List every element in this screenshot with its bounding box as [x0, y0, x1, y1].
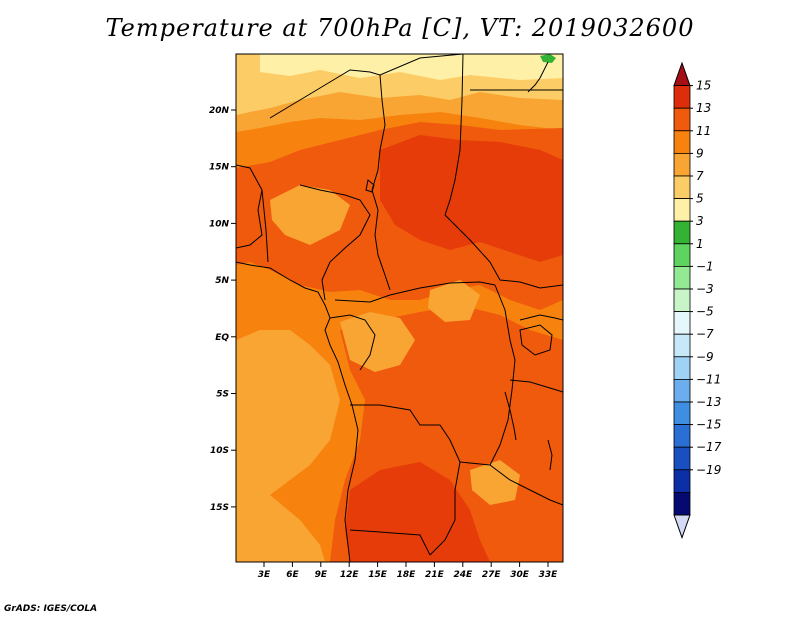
grads-credit: GrADS: IGES/COLA — [4, 604, 98, 614]
colorbar-label: 5 — [696, 192, 704, 206]
colorbar-label: 11 — [696, 124, 711, 138]
lat-tick-label: EQ — [215, 333, 229, 343]
colorbar-swatch — [673, 243, 691, 267]
colorbar-label: −11 — [696, 372, 721, 386]
border-zambia-east — [489, 464, 563, 506]
nile-delta-coast — [527, 61, 549, 93]
field-light-orange-southwest — [236, 330, 340, 562]
lake-malawi — [547, 439, 553, 471]
country-borders — [236, 54, 563, 562]
colorbar-top-arrow — [673, 61, 691, 87]
colorbar-label: 13 — [696, 101, 711, 115]
colorbar-swatch — [673, 401, 691, 426]
colorbar-swatch — [673, 85, 691, 109]
border-car-drc — [334, 281, 496, 303]
coastline-west — [236, 261, 359, 562]
colorbar-label: −15 — [696, 418, 721, 432]
colorbar-label: −1 — [696, 259, 714, 273]
colorbar-swatch — [673, 469, 691, 493]
colorbar-swatch — [673, 265, 691, 290]
lon-tick-label: 3E — [258, 570, 271, 580]
colorbar-label: 7 — [696, 169, 704, 183]
field-light-orange-east-blob — [428, 280, 480, 322]
field-green-patch-northeast — [540, 54, 556, 63]
colorbar-label: −19 — [696, 463, 721, 477]
border-chad-libya — [379, 54, 464, 76]
colorbar-swatch — [673, 333, 691, 358]
map-frame — [235, 53, 564, 563]
colorbar-swatch — [673, 491, 691, 516]
lon-tick-label: 24E — [453, 570, 473, 580]
colorbar-swatch — [673, 288, 691, 313]
temperature-field — [236, 54, 563, 562]
colorbar-swatch — [673, 220, 691, 245]
colorbar-label: 3 — [696, 214, 704, 228]
lat-tick-label: 20N — [209, 106, 230, 116]
border-chad-sudan — [444, 54, 464, 216]
colorbar-swatch — [673, 198, 691, 222]
colorbar-swatch — [673, 424, 691, 448]
colorbar-label: −17 — [696, 440, 722, 454]
border-angola-zambia — [429, 461, 461, 556]
lat-tick-label: 15S — [210, 503, 229, 513]
border-drc-east — [489, 284, 516, 466]
lat-tick-label: 5S — [216, 390, 229, 400]
border-nigeria-cameroon — [299, 184, 371, 301]
latitude-ticks: 20N 15N 10N 5N EQ 5S 10S 15S — [209, 106, 236, 513]
colorbar-label: −7 — [696, 327, 714, 341]
lat-tick-label: 5N — [215, 276, 229, 286]
field-pale-yellow-band — [260, 54, 563, 80]
border-uganda-kenya — [519, 314, 563, 321]
colorbar-swatch — [673, 175, 691, 200]
field-light-orange-southeast-blob — [470, 460, 520, 505]
lon-tick-label: 15E — [368, 570, 388, 580]
longitude-ticks: 3E 6E 9E 12E 15E 18E 21E 24E 27E 30E 33E — [258, 562, 558, 580]
colorbar: 15 13 11 9 7 5 3 1 −1 −3 −5 −7 −9 −11 −13 −15 −17 −19 — [673, 61, 722, 540]
colorbar-swatch — [673, 107, 691, 132]
field-light-orange-congo-basin — [340, 312, 415, 372]
colorbar-bottom-arrow — [673, 514, 691, 540]
colorbar-swatch — [673, 446, 691, 471]
lon-tick-label: 9E — [315, 570, 328, 580]
colorbar-label: 15 — [696, 79, 711, 93]
field-light-orange-west-tongue — [270, 185, 350, 245]
lon-tick-label: 33E — [539, 570, 559, 580]
border-benin-togo — [261, 189, 269, 263]
border-south-sudan — [444, 214, 563, 289]
colorbar-label: 9 — [696, 146, 704, 160]
colorbar-swatch — [673, 152, 691, 177]
border-drc-angola — [350, 404, 491, 466]
lake-chad — [365, 179, 375, 193]
border-angola-namibia — [349, 529, 431, 556]
lon-tick-label: 30E — [510, 570, 530, 580]
colorbar-label: −13 — [696, 395, 721, 409]
lon-tick-label: 12E — [340, 570, 360, 580]
lon-tick-label: 21E — [425, 570, 445, 580]
colorbar-swatch — [673, 378, 691, 403]
lat-tick-label: 10S — [210, 446, 229, 456]
lon-tick-label: 6E — [286, 570, 299, 580]
field-red-orange-core-south — [345, 462, 490, 562]
lat-tick-label: 15N — [209, 163, 230, 173]
lake-victoria — [519, 324, 553, 356]
border-congo-gabon — [329, 314, 376, 371]
map-title: Temperature at 700hPa [C], VT: 201903260… — [105, 14, 695, 42]
border-chad-car — [371, 169, 391, 291]
border-tanzania — [509, 379, 563, 393]
colorbar-label: −5 — [696, 305, 714, 319]
border-sahara-north — [269, 69, 386, 171]
colorbar-label: −3 — [696, 282, 714, 296]
colorbar-label: 1 — [696, 237, 704, 251]
colorbar-swatch — [673, 356, 691, 380]
lat-tick-label: 10N — [209, 219, 230, 229]
colorbar-swatch — [673, 311, 691, 335]
colorbar-label: −9 — [696, 350, 714, 364]
lake-tanganyika — [504, 391, 517, 441]
lon-tick-label: 18E — [397, 570, 417, 580]
lon-tick-label: 27E — [482, 570, 502, 580]
border-west-africa — [236, 164, 263, 249]
colorbar-swatch — [673, 130, 691, 154]
field-red-orange-core-north — [380, 135, 563, 262]
